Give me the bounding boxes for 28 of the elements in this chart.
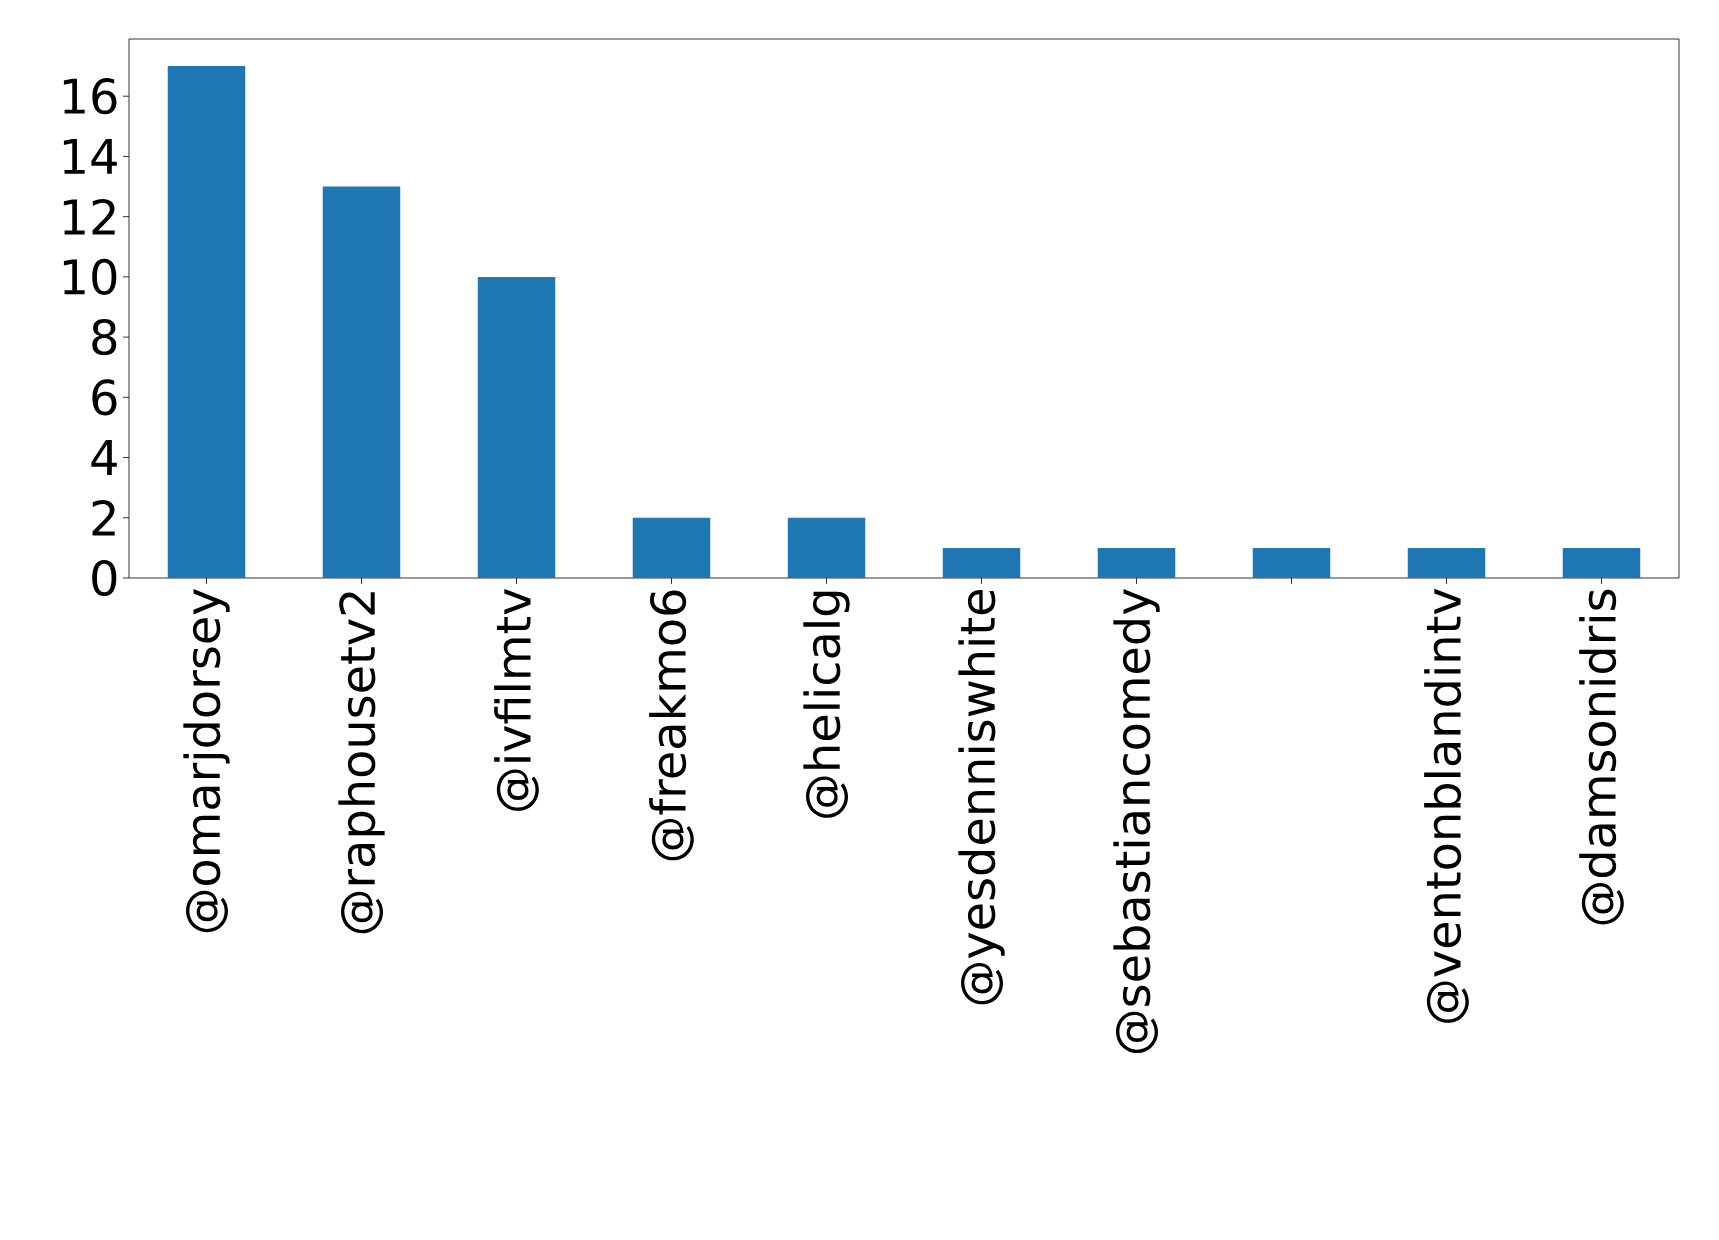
bar [1407,547,1486,578]
y-tick-label: 14 [63,139,117,174]
bar [1252,547,1331,578]
bar [167,66,246,578]
y-tick-label: 16 [63,78,117,115]
x-tick-label: @raphousetv2 [338,592,385,934]
x-tick-label: @ivfilmtv [494,588,539,811]
bar [322,186,401,578]
x-tick-label: @omarjdorsey [183,588,230,933]
y-tick-label: 2 [92,500,115,536]
y-tick-label: 10 [63,258,117,295]
bar [942,547,1021,578]
x-tick-label: @ventonblandintv [1424,588,1469,1023]
y-tick-label: 4 [91,440,117,475]
y-tick-label: 12 [63,198,115,235]
y-tick-label: 8 [92,319,117,356]
bar [1562,547,1641,578]
bar [632,517,711,578]
x-tick-label: @freakmo6 [649,590,694,861]
y-tick-label: 6 [92,379,117,416]
bar [787,517,866,578]
x-tick-label: @damsonidris [1579,589,1624,925]
x-tick-label: @yesdenniswhite [958,590,1005,1005]
bar [477,276,556,578]
x-tick-label: @helicalg [803,591,850,818]
y-tick-label: 0 [92,559,117,597]
bar [1097,547,1176,578]
x-tick-label: @sebastiancomedy [1113,588,1160,1053]
